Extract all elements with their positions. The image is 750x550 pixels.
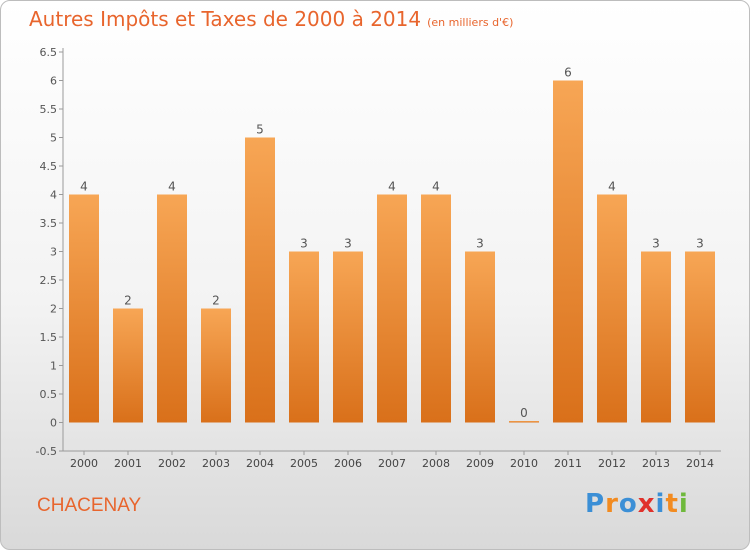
- bar-value-label: 2: [212, 294, 220, 308]
- chart-subtitle: (en milliers d'€): [427, 16, 514, 29]
- bar: [245, 137, 275, 423]
- bar-value-label: 3: [652, 237, 660, 251]
- bar: [377, 194, 407, 423]
- bar: [597, 194, 627, 423]
- x-tick-label: 2010: [510, 457, 538, 470]
- bar-value-label: 4: [388, 180, 396, 194]
- bar: [509, 421, 539, 423]
- bar-value-label: 3: [476, 237, 484, 251]
- y-tick-label: 2.5: [40, 274, 58, 287]
- x-tick-label: 2014: [686, 457, 714, 470]
- bar: [69, 194, 99, 423]
- bar: [157, 194, 187, 423]
- y-tick-label: 0.5: [40, 388, 58, 401]
- y-tick-label: 1: [50, 360, 57, 373]
- logo-letter: o: [618, 489, 638, 519]
- x-tick-label: 2001: [114, 457, 142, 470]
- bar-value-label: 4: [80, 180, 88, 194]
- x-tick-label: 2000: [70, 457, 98, 470]
- y-tick-label: 0: [50, 417, 57, 430]
- bar: [553, 80, 583, 423]
- bar-value-label: 3: [300, 237, 308, 251]
- bar-value-label: 2: [124, 294, 132, 308]
- x-tick-label: 2004: [246, 457, 274, 470]
- y-tick-label: 1.5: [40, 331, 58, 344]
- x-tick-label: 2008: [422, 457, 450, 470]
- bar-value-label: 4: [432, 180, 440, 194]
- bar: [113, 308, 143, 423]
- y-tick-label: 5: [50, 132, 57, 145]
- x-tick-label: 2013: [642, 457, 670, 470]
- x-tick-label: 2011: [554, 457, 582, 470]
- x-tick-label: 2009: [466, 457, 494, 470]
- title-text: Autres Impôts et Taxes de 2000 à 2014: [29, 7, 422, 31]
- x-tick-label: 2003: [202, 457, 230, 470]
- y-tick-label: 2: [50, 303, 57, 316]
- bar: [465, 251, 495, 423]
- bar-value-label: 4: [168, 180, 176, 194]
- logo-letter: t: [665, 489, 679, 519]
- x-tick-label: 2006: [334, 457, 362, 470]
- town-name: CHACENAY: [37, 495, 142, 516]
- y-tick-label: 3: [50, 246, 57, 259]
- x-tick-label: 2002: [158, 457, 186, 470]
- logo-letter: P: [585, 489, 606, 519]
- bar: [333, 251, 363, 423]
- y-tick-label: 4.5: [40, 160, 58, 173]
- logo-letter: i: [655, 489, 666, 519]
- bar-value-label: 5: [256, 123, 264, 137]
- y-tick-label: 5.5: [40, 103, 58, 116]
- bar-value-label: 0: [520, 406, 528, 420]
- x-tick-label: 2012: [598, 457, 626, 470]
- bar-value-label: 6: [564, 66, 572, 80]
- x-tick-label: 2007: [378, 457, 406, 470]
- y-tick-label: -0.5: [36, 445, 57, 458]
- proxiti-logo: Proxiti: [585, 489, 689, 519]
- bar-value-label: 3: [696, 237, 704, 251]
- logo-letter: x: [637, 489, 656, 519]
- chart-title: Autres Impôts et Taxes de 2000 à 2014 (en…: [29, 7, 513, 31]
- bar: [201, 308, 231, 423]
- y-tick-label: 4: [50, 189, 57, 202]
- bar: [421, 194, 451, 423]
- x-tick-label: 2005: [290, 457, 318, 470]
- y-tick-label: 6.5: [40, 46, 58, 59]
- logo-letter: r: [605, 489, 619, 519]
- logo-letter: i: [678, 489, 689, 519]
- bar: [685, 251, 715, 423]
- bar: [641, 251, 671, 423]
- bar-value-label: 4: [608, 180, 616, 194]
- y-tick-label: 6: [50, 75, 57, 88]
- bar: [289, 251, 319, 423]
- bar-value-label: 3: [344, 237, 352, 251]
- y-tick-label: 3.5: [40, 217, 58, 230]
